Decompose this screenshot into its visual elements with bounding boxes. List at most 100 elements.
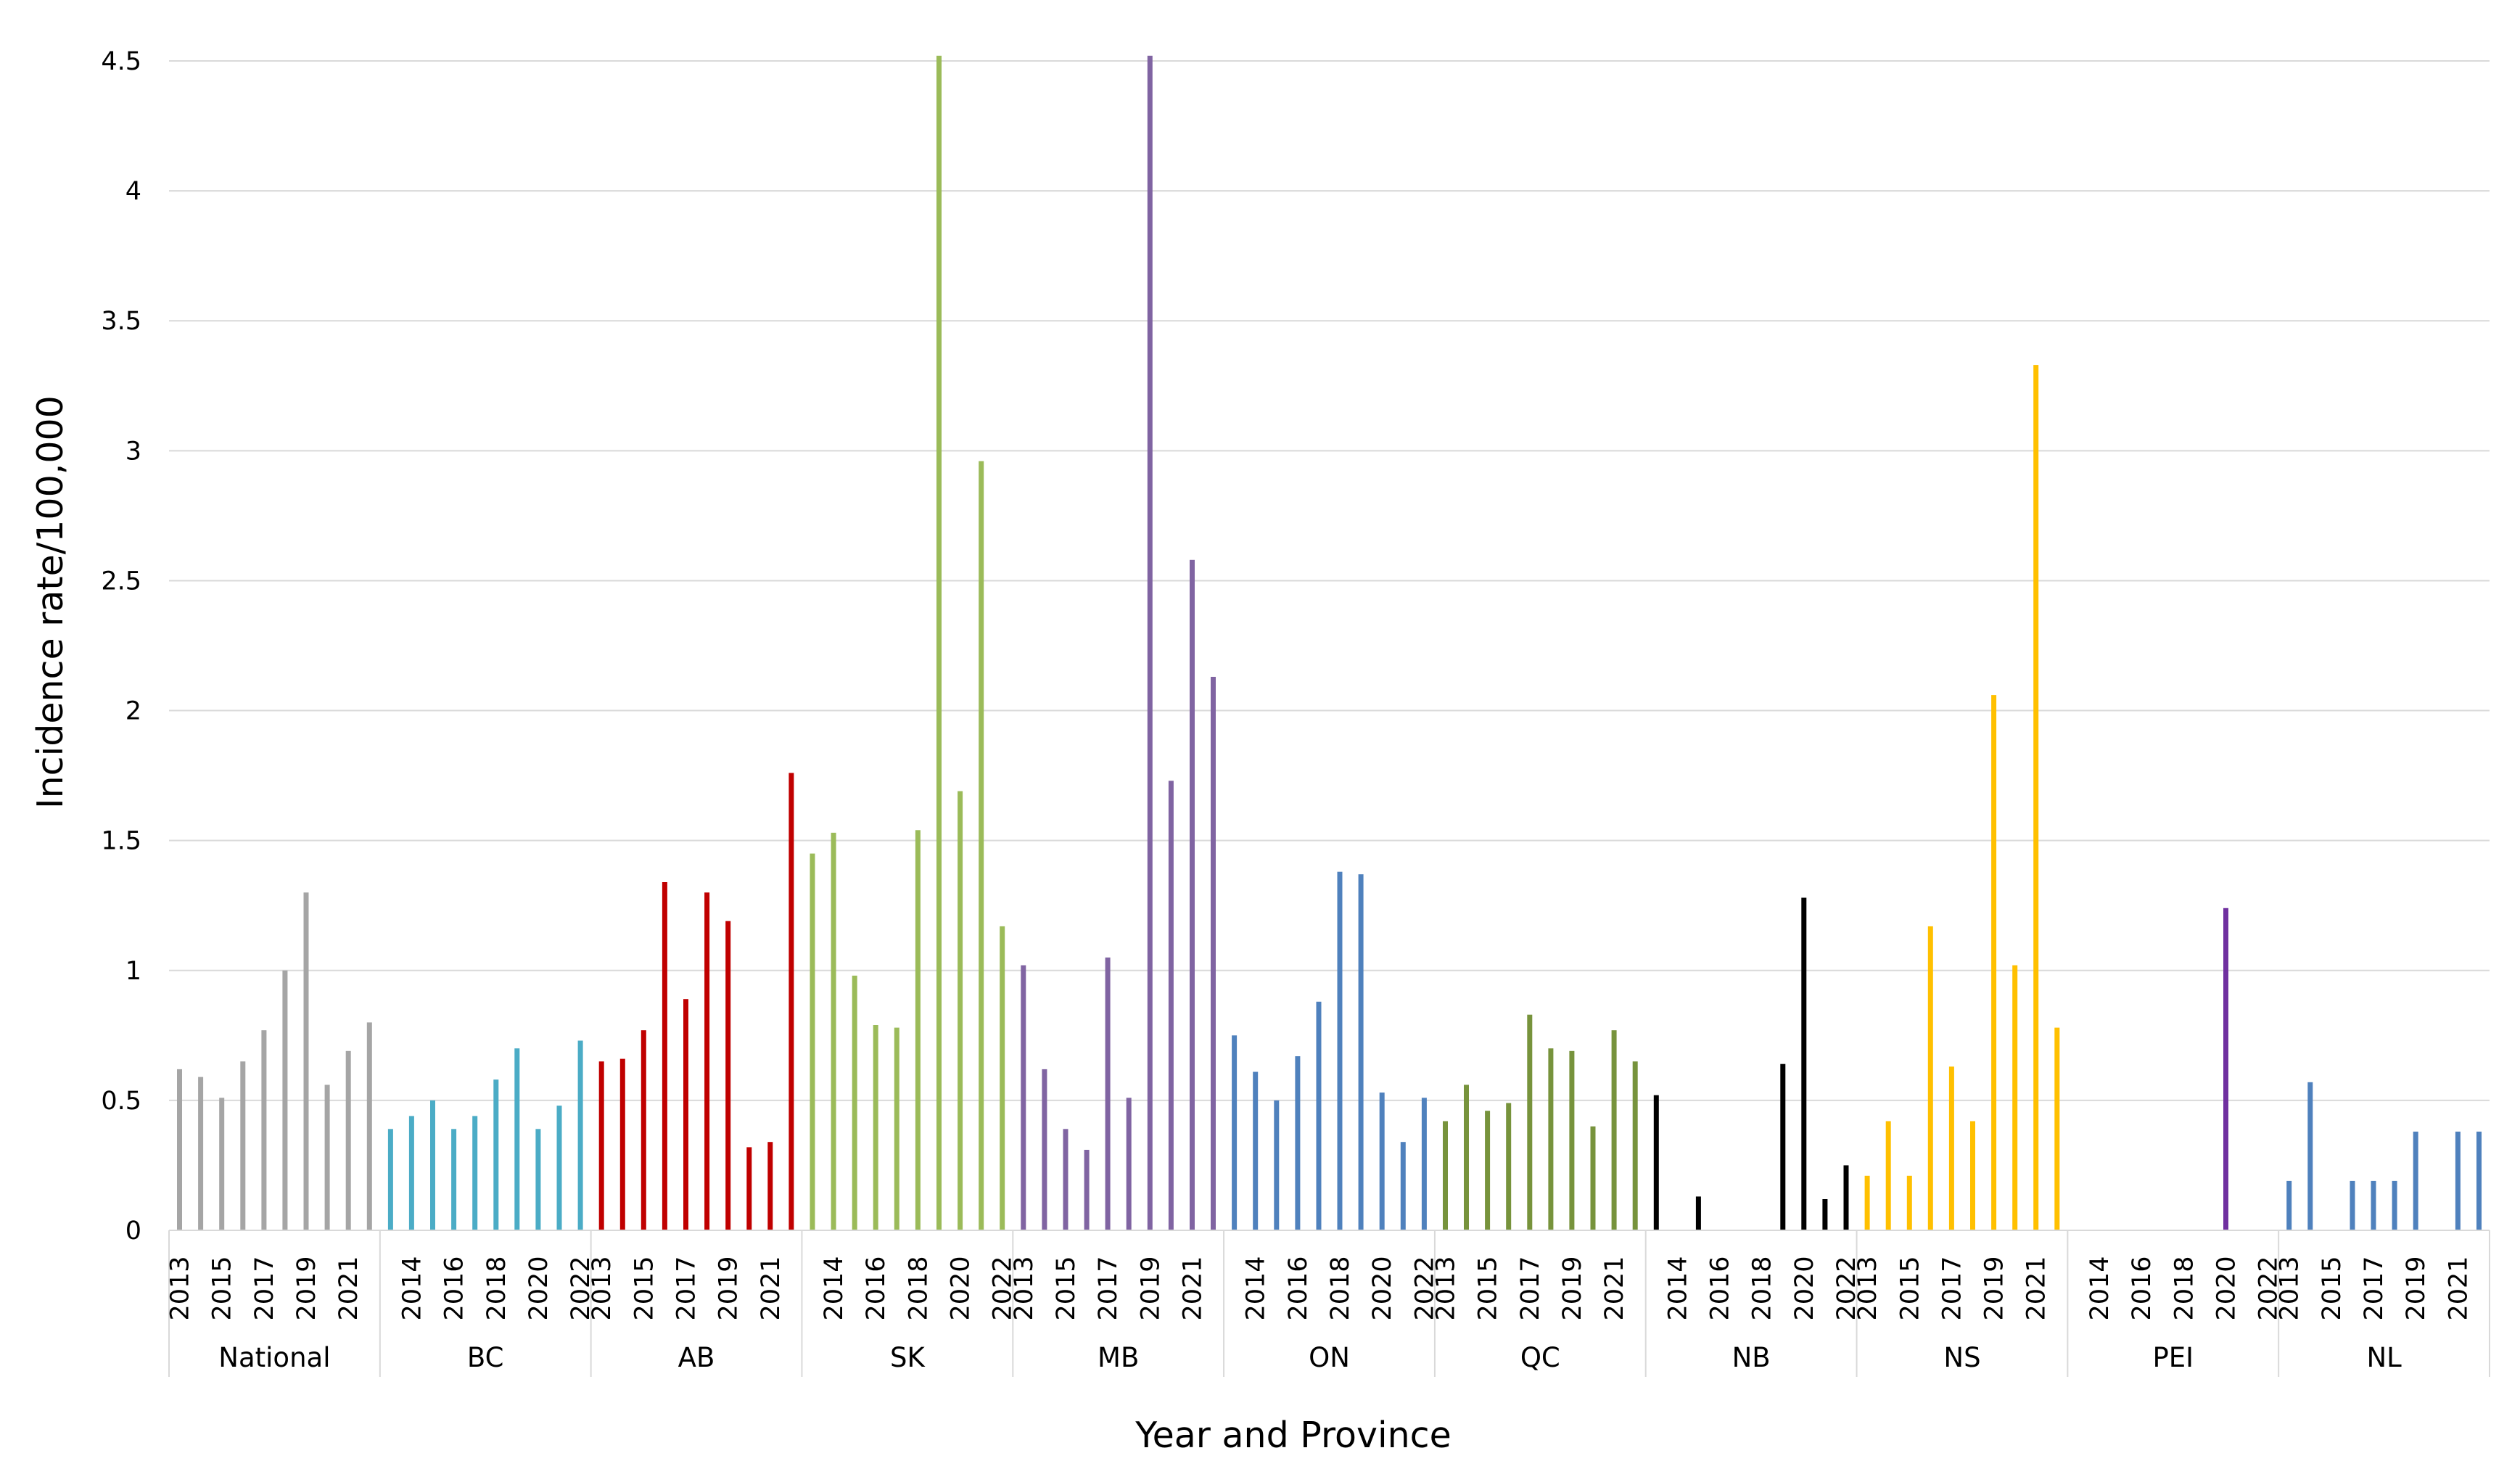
x-tick-label: 2015 [208,1256,237,1320]
x-tick-label: 2013 [1432,1256,1461,1320]
bar-on-2016 [1295,1056,1301,1230]
bar-nl-2018 [2392,1180,2397,1230]
x-tick-label: 2022 [1410,1256,1439,1320]
bar-bc-2014 [408,1116,414,1230]
x-axis [168,1230,2490,1377]
x-tick-label: 2017 [1516,1256,1545,1320]
x-tick-label: 2017 [1938,1256,1967,1320]
bar-mb-2020 [1168,781,1174,1230]
bar-nl-2017 [2371,1180,2376,1230]
x-tick-label: 2021 [757,1256,786,1320]
bar-national-2021 [345,1050,351,1230]
bar-bc-2016 [451,1129,457,1230]
bar-nl-2013 [2286,1180,2292,1230]
y-tick-label: 0 [125,1217,141,1246]
bar-ab-2015 [641,1030,646,1230]
bar-national-2015 [219,1098,225,1230]
bar-sk-2022 [1000,926,1005,1230]
x-tick-label: 2015 [1052,1256,1081,1320]
bar-national-2022 [366,1022,372,1230]
bar-ab-2016 [662,882,667,1230]
bar-qc-2016 [1506,1103,1512,1230]
bar-national-2016 [240,1061,246,1230]
x-tick-label: 2017 [2360,1256,2389,1320]
bar-ns-2013 [1864,1175,1870,1230]
x-tick-label: 2022 [1832,1256,1861,1320]
x-tick-label: 2021 [1600,1256,1629,1320]
group-label-nb: NB [1732,1342,1771,1373]
x-tick-label: 2019 [1980,1256,2009,1320]
x-tick-label: 2019 [715,1256,744,1320]
bar-mb-2022 [1211,677,1216,1230]
x-tick-label: 2019 [2402,1256,2431,1320]
bar-bc-2017 [472,1116,478,1230]
bar-ns-2018 [1970,1121,1975,1230]
bar-pei-2020 [2223,908,2228,1230]
bar-nb-2022 [1843,1165,1849,1230]
bar-nb-2019 [1780,1063,1786,1230]
x-tick-label: 2016 [862,1256,891,1320]
bar-bc-2020 [535,1129,541,1230]
bar-on-2020 [1379,1093,1385,1230]
group-label-ns: NS [1943,1342,1980,1373]
bar-ab-2021 [767,1142,773,1230]
bar-sk-2013 [810,853,815,1230]
bar-ab-2013 [598,1061,604,1230]
x-tick-label: 2014 [398,1256,427,1320]
x-tick-label: 2021 [2444,1256,2473,1320]
bar-qc-2015 [1485,1111,1491,1230]
x-tick-label: 2016 [1284,1256,1313,1320]
bar-on-2013 [1232,1035,1238,1230]
x-tick-label: 2018 [482,1256,511,1320]
bar-on-2017 [1316,1001,1322,1230]
bar-qc-2022 [1632,1061,1638,1230]
x-tick-label: 2015 [630,1256,659,1320]
x-tick-label: 2021 [2022,1256,2051,1320]
y-tick-label: 0.5 [101,1087,141,1116]
x-tick-label: 2013 [588,1256,617,1320]
bar-ns-2014 [1885,1121,1891,1230]
bar-ab-2014 [619,1058,625,1230]
x-tick-label: 2021 [334,1256,363,1320]
x-tick-label: 2013 [1010,1256,1039,1320]
bar-national-2013 [177,1069,182,1230]
bar-on-2018 [1337,871,1343,1230]
bar-ns-2016 [1927,926,1933,1230]
x-tick-label: 2020 [1790,1256,1819,1320]
bar-ns-2020 [2012,965,2018,1230]
x-tick-label: 2020 [947,1256,976,1320]
x-tick-label: 2016 [1706,1256,1735,1320]
x-tick-label: 2017 [1094,1256,1123,1320]
group-label-on: ON [1309,1342,1350,1373]
x-tick-label: 2018 [1748,1256,1777,1320]
x-tick-label: 2014 [1242,1256,1271,1320]
bar-on-2022 [1421,1098,1427,1230]
bar-sk-2016 [873,1025,878,1230]
bar-mb-2013 [1021,965,1026,1230]
bar-ab-2020 [746,1147,752,1230]
bar-qc-2013 [1443,1121,1448,1230]
bar-nl-2019 [2413,1131,2418,1230]
x-tick-label: 2018 [904,1256,933,1320]
bar-ab-2022 [788,773,794,1230]
y-axis-title: Incidence rate/100,000 [30,395,71,809]
bar-ns-2021 [2033,365,2039,1231]
bar-ab-2018 [704,892,710,1230]
bar-bc-2021 [556,1106,562,1230]
bar-nl-2022 [2476,1131,2482,1230]
bar-national-2019 [303,892,309,1230]
bar-bc-2018 [493,1079,499,1230]
bar-qc-2017 [1527,1014,1533,1230]
bar-sk-2014 [831,832,836,1230]
bar-sk-2020 [958,791,963,1230]
bar-nl-2014 [2307,1082,2313,1230]
x-tick-label: 2014 [1663,1256,1692,1320]
x-tick-label: 2015 [1895,1256,1924,1320]
x-tick-label: 2016 [2128,1256,2157,1320]
x-axis-year-ticks: 2013 2015 2017 2019 2021 2014 2016 2018 2020 2022… [166,1256,2474,1320]
x-tick-label: 2017 [250,1256,279,1320]
bar-sk-2019 [936,55,942,1230]
x-tick-label: 2019 [292,1256,321,1320]
group-label-pei: PEI [2152,1342,2194,1373]
